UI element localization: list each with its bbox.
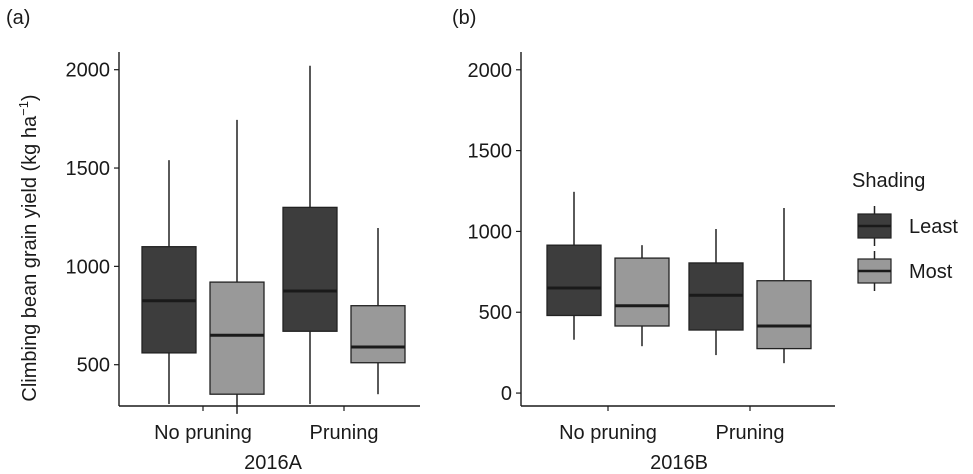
panel-a-x-tick-label: No pruning <box>154 422 252 444</box>
panel-a-x-axis-title: 2016A <box>244 452 302 474</box>
panel-b-y-tick-label: 1500 <box>468 141 513 163</box>
panel-b-x-axis-title: 2016B <box>650 452 708 474</box>
panel-a-y-tick-label: 500 <box>77 355 110 377</box>
legend-least-label: Least <box>909 216 958 238</box>
legend-title: Shading <box>852 170 925 192</box>
panel-a-most-pruning-box <box>350 305 406 364</box>
panel-b-most-pruning-box <box>756 280 812 350</box>
panel-b-y-tick-label: 0 <box>501 383 512 405</box>
panel-a-y-tick-label: 1000 <box>66 256 111 278</box>
panel-a-y-tick-label: 1500 <box>66 158 111 180</box>
panel-a-y-tick-label: 2000 <box>66 60 111 82</box>
panel-a: 500 1000 1500 2000 No pruning Pruning <box>66 52 420 444</box>
legend-most-label: Most <box>909 261 953 283</box>
panel-b-tag: (b) <box>452 7 476 29</box>
panel-b-y-tick-label: 1000 <box>468 221 513 243</box>
panel-a-y-axis-title: Climbing bean grain yield (kg ha−1) <box>16 94 41 401</box>
panel-b: 0 500 1000 1500 2000 No pruning Pruning <box>468 52 835 444</box>
panel-b-x-tick-label: No pruning <box>559 422 657 444</box>
panel-a-least-pruning-box <box>282 206 338 332</box>
panel-b-most-no-pruning-box <box>614 257 670 327</box>
panel-b-y-tick-label: 2000 <box>468 60 513 82</box>
panel-a-tag: (a) <box>6 7 30 29</box>
panel-a-most-no-pruning-box <box>209 281 265 395</box>
panel-b-y-tick-label: 500 <box>479 302 512 324</box>
panel-a-x-tick-label: Pruning <box>310 422 379 444</box>
panel-b-x-tick-label: Pruning <box>716 422 785 444</box>
panel-b-least-no-pruning-box <box>546 244 602 317</box>
legend: Shading Least Most <box>852 170 958 291</box>
